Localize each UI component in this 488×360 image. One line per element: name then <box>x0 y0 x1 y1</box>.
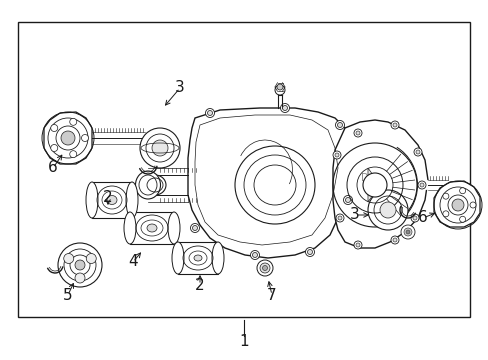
Ellipse shape <box>124 212 136 244</box>
Text: 3: 3 <box>349 207 359 222</box>
Ellipse shape <box>126 182 138 218</box>
Polygon shape <box>367 168 379 202</box>
Ellipse shape <box>86 182 98 218</box>
Circle shape <box>335 121 344 130</box>
Circle shape <box>392 238 396 242</box>
Circle shape <box>307 249 312 255</box>
Text: D: D <box>361 173 368 183</box>
Circle shape <box>252 252 257 257</box>
Circle shape <box>334 153 338 157</box>
Polygon shape <box>433 181 479 227</box>
Ellipse shape <box>147 224 157 232</box>
Circle shape <box>205 108 214 117</box>
Circle shape <box>70 151 77 158</box>
Circle shape <box>61 131 75 145</box>
Ellipse shape <box>135 171 160 199</box>
Circle shape <box>451 199 463 211</box>
Circle shape <box>343 195 352 204</box>
Circle shape <box>355 131 359 135</box>
Circle shape <box>70 118 77 125</box>
Circle shape <box>152 140 168 156</box>
Text: 4: 4 <box>128 255 138 270</box>
Circle shape <box>379 202 395 218</box>
Circle shape <box>207 111 212 116</box>
Circle shape <box>353 241 361 249</box>
Circle shape <box>413 148 421 156</box>
Circle shape <box>276 84 283 90</box>
Circle shape <box>257 260 272 276</box>
Circle shape <box>417 181 425 189</box>
Polygon shape <box>44 112 92 164</box>
Circle shape <box>75 273 85 283</box>
Circle shape <box>190 224 199 233</box>
Circle shape <box>81 135 88 141</box>
Circle shape <box>335 214 343 222</box>
Polygon shape <box>332 120 427 248</box>
Ellipse shape <box>107 195 117 204</box>
Text: 6: 6 <box>417 211 427 225</box>
Circle shape <box>362 173 386 197</box>
Circle shape <box>63 253 74 264</box>
Circle shape <box>442 193 448 199</box>
Ellipse shape <box>172 242 183 274</box>
Polygon shape <box>187 108 349 258</box>
Circle shape <box>410 214 418 222</box>
Circle shape <box>415 150 419 154</box>
Circle shape <box>262 265 267 270</box>
Bar <box>18 22 469 317</box>
Text: 3: 3 <box>175 81 184 95</box>
Circle shape <box>75 260 85 270</box>
Bar <box>130 212 174 244</box>
Ellipse shape <box>194 255 202 261</box>
Circle shape <box>367 190 407 230</box>
Text: 1: 1 <box>239 334 248 350</box>
Text: 2: 2 <box>103 190 113 206</box>
Circle shape <box>390 236 398 244</box>
Text: 2: 2 <box>195 278 204 292</box>
Bar <box>178 242 218 274</box>
Circle shape <box>305 248 314 256</box>
Circle shape <box>392 123 396 127</box>
Circle shape <box>58 243 102 287</box>
Circle shape <box>332 151 340 159</box>
Circle shape <box>459 216 465 222</box>
Circle shape <box>250 251 259 260</box>
Ellipse shape <box>212 242 224 274</box>
Circle shape <box>403 228 411 236</box>
Circle shape <box>390 121 398 129</box>
Circle shape <box>400 225 414 239</box>
Ellipse shape <box>143 175 165 195</box>
Ellipse shape <box>168 212 180 244</box>
Bar <box>92 182 132 218</box>
Circle shape <box>419 183 423 187</box>
Circle shape <box>51 125 58 131</box>
Circle shape <box>469 202 475 208</box>
Circle shape <box>412 216 416 220</box>
Circle shape <box>405 230 409 234</box>
Circle shape <box>459 188 465 194</box>
Circle shape <box>353 129 361 137</box>
Circle shape <box>282 105 287 111</box>
Text: 7: 7 <box>266 288 276 302</box>
Circle shape <box>192 225 197 230</box>
Circle shape <box>337 216 341 220</box>
Circle shape <box>345 198 350 202</box>
Circle shape <box>260 263 269 273</box>
Circle shape <box>442 211 448 217</box>
Text: 5: 5 <box>63 288 73 302</box>
Circle shape <box>86 253 96 264</box>
Circle shape <box>280 104 289 112</box>
Circle shape <box>51 144 58 152</box>
Circle shape <box>274 85 285 95</box>
Text: 6: 6 <box>48 161 58 175</box>
Circle shape <box>337 122 342 127</box>
Circle shape <box>140 128 180 168</box>
Circle shape <box>355 243 359 247</box>
